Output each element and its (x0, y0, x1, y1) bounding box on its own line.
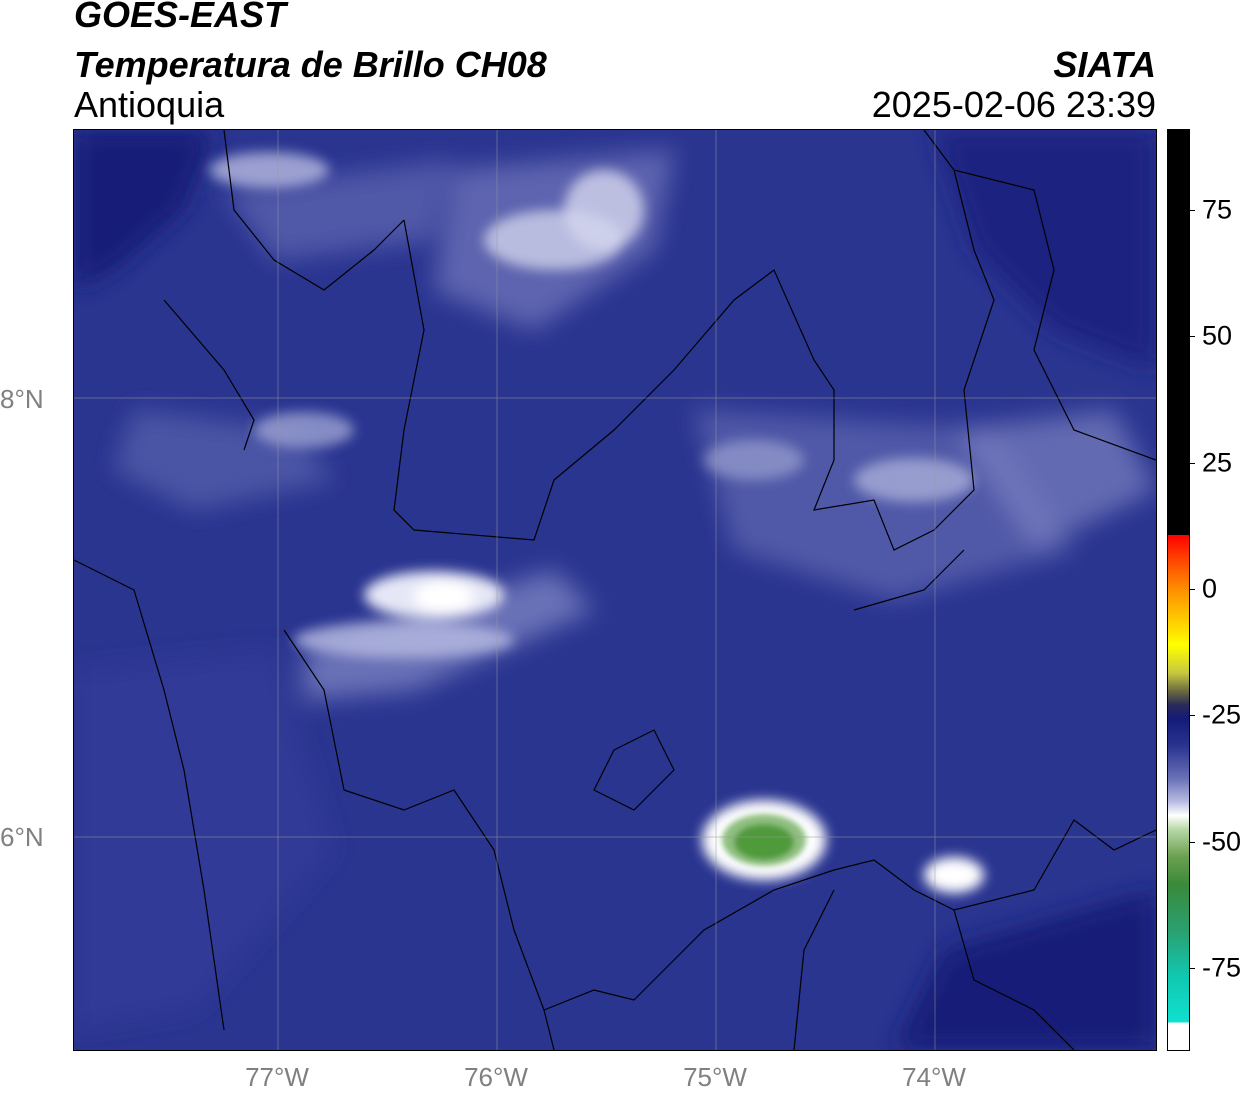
region-label: Antioquia (74, 84, 225, 125)
product-title: Temperatura de Brillo CH08 (74, 44, 547, 85)
boundaries (74, 130, 1156, 1050)
colorbar-tick (1189, 209, 1195, 211)
colorbar-label: -50 (1202, 826, 1242, 857)
colorbar-tick (1189, 589, 1195, 590)
colorbar-tick (1189, 462, 1195, 464)
bright-clouds (209, 152, 984, 893)
colorbar-tick (1189, 336, 1195, 338)
colorbar-tick (1189, 715, 1195, 717)
colorbar-label: -75 (1202, 952, 1242, 983)
colorbar-label: 25 (1202, 447, 1233, 478)
graticule (74, 130, 1156, 1050)
colorbar-tick (1189, 968, 1195, 970)
colorbar-tick (1189, 841, 1195, 843)
temperature-colorbar (1167, 129, 1190, 1051)
satellite-map (73, 129, 1157, 1051)
colorbar-label: -25 (1202, 699, 1242, 730)
lat-label-6n: 6°N (0, 822, 44, 852)
satellite-title: GOES-EAST (74, 0, 287, 35)
colorbar-label: 0 (1202, 573, 1218, 604)
lon-label-76w: 76°W (464, 1062, 528, 1092)
colorbar-label: 50 (1202, 320, 1233, 351)
lon-label-75w: 75°W (683, 1062, 747, 1092)
lon-label-74w: 74°W (902, 1062, 966, 1092)
agency-label: SIATA (1053, 44, 1156, 85)
colorbar-label: 75 (1202, 194, 1233, 225)
lon-label-77w: 77°W (245, 1062, 309, 1092)
datetime-label: 2025-02-06 23:39 (871, 84, 1156, 125)
cloud-field (74, 130, 1156, 1050)
cold-cloud-core (722, 814, 806, 866)
lat-label-8n: 8°N (0, 384, 44, 414)
